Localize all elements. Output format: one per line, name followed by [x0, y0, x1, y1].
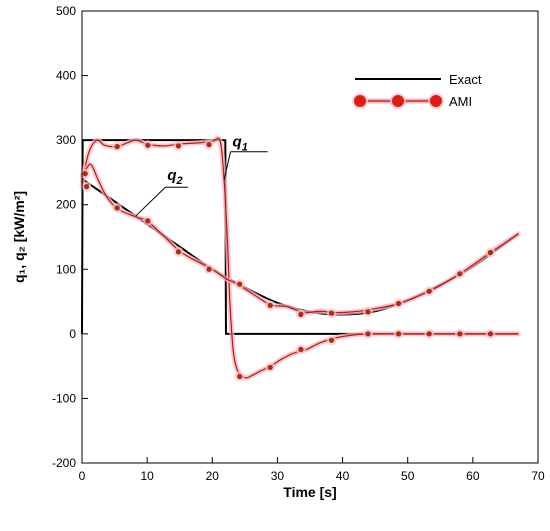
annotation-leader — [223, 151, 232, 181]
x-tick-label: 70 — [531, 469, 545, 483]
data-point-q2 — [267, 302, 273, 309]
data-point-q2 — [82, 171, 88, 177]
series-halo-q2 — [79, 161, 521, 316]
data-point-q2 — [237, 281, 243, 287]
data-point-q2 — [457, 271, 463, 277]
annotation-leader — [135, 186, 166, 217]
legend-marker — [430, 95, 442, 107]
plot-frame — [81, 10, 539, 464]
data-point-q1 — [267, 364, 273, 371]
x-tick-label: 20 — [206, 469, 220, 483]
data-point-q1 — [457, 331, 463, 337]
y-tick-label: -200 — [52, 456, 76, 470]
series-line-exact-q1 — [81, 139, 519, 335]
series-line-ami-q1 — [81, 137, 519, 379]
x-tick-label: 60 — [466, 469, 480, 483]
series-line-ami-q2 — [81, 163, 519, 314]
series-halo-q1 — [79, 135, 521, 381]
data-point-q1 — [83, 184, 90, 190]
marker-layer — [80, 139, 496, 382]
data-point-q2 — [298, 311, 304, 318]
data-point-q1 — [395, 331, 402, 337]
data-point-q2 — [365, 309, 371, 315]
annotation-q1: q1 — [233, 134, 248, 154]
data-point-q2 — [114, 205, 120, 211]
data-point-q1 — [237, 373, 243, 380]
data-point-q1 — [145, 142, 151, 148]
x-tick-label: 40 — [336, 469, 350, 483]
legend-label: AMI — [449, 94, 472, 109]
y-axis-title-group: q₁, q₂ [kW/m²] — [11, 191, 27, 283]
y-tick-label: 0 — [69, 327, 76, 341]
data-point-q2 — [395, 300, 402, 307]
data-point-q2 — [487, 249, 494, 256]
y-tick-label: 500 — [56, 4, 76, 18]
data-point-q2 — [426, 288, 432, 294]
x-tick-label: 10 — [140, 469, 154, 483]
annotation-q2: q2 — [167, 167, 182, 187]
data-point-q1 — [298, 346, 304, 352]
y-axis-title: q₁, q₂ [kW/m²] — [11, 191, 27, 283]
legend-marker — [354, 95, 366, 107]
data-point-q1 — [328, 337, 335, 343]
series-layer — [79, 135, 521, 381]
data-point-q1 — [487, 331, 494, 337]
data-point-q1 — [114, 144, 120, 150]
data-point-q2 — [206, 266, 212, 272]
data-point-q2 — [145, 218, 151, 224]
x-tick-label: 0 — [79, 469, 86, 483]
x-tick-label: 50 — [401, 469, 415, 483]
legend: Exact AMI — [352, 72, 482, 109]
legend-marker — [392, 95, 404, 107]
y-tick-label: 300 — [56, 133, 76, 147]
legend-label: Exact — [449, 72, 482, 87]
y-tick-label: 100 — [56, 262, 76, 276]
tick-layer: 0 10 20 30 40 50 60 70 -200 -100 0 100 200 300 400 500 — [52, 4, 545, 483]
series-line-exact-q2 — [81, 178, 520, 316]
data-point-q1 — [206, 142, 212, 148]
y-tick-label: -100 — [52, 391, 76, 405]
x-axis-title: Time [s] — [283, 484, 336, 500]
x-tick-label: 30 — [271, 469, 285, 483]
y-tick-label: 200 — [56, 198, 76, 212]
data-point-q1 — [175, 143, 182, 149]
data-point-q1 — [365, 331, 371, 337]
data-point-q1 — [426, 331, 432, 337]
data-point-q2 — [175, 249, 182, 255]
annotation-layer: q1 q2 — [135, 134, 268, 217]
data-point-q2 — [328, 310, 335, 316]
y-tick-label: 400 — [56, 69, 76, 83]
